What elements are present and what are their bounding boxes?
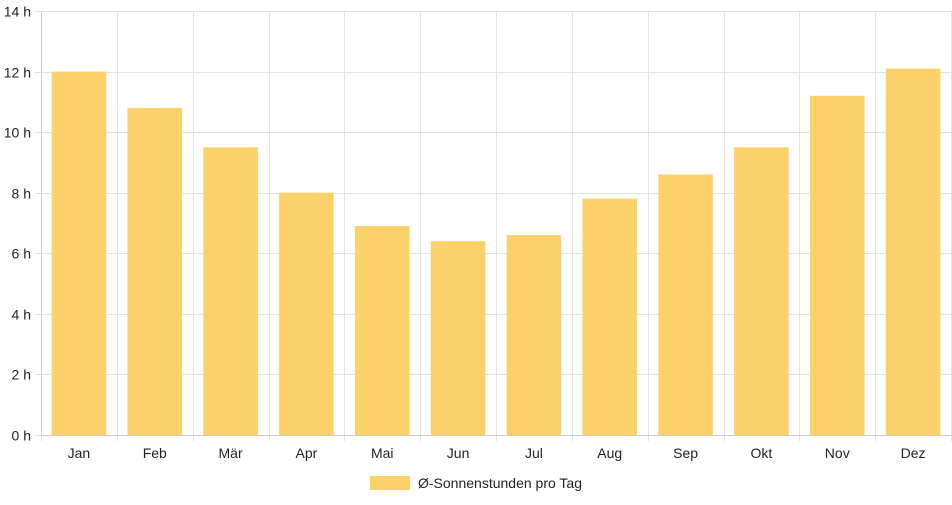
y-tick-label: 12 h bbox=[4, 65, 31, 81]
y-tick-label: 4 h bbox=[12, 307, 31, 323]
bar[interactable] bbox=[809, 95, 865, 436]
bar[interactable] bbox=[885, 68, 941, 436]
x-tick-label: Sep bbox=[673, 445, 698, 461]
x-tick-label: Jan bbox=[68, 445, 91, 461]
bar[interactable] bbox=[506, 235, 562, 435]
x-tick-label: Mär bbox=[219, 445, 243, 461]
bar[interactable] bbox=[658, 174, 713, 436]
x-tick-label: Mai bbox=[371, 445, 394, 461]
x-tick-label: Apr bbox=[296, 445, 318, 461]
bar[interactable] bbox=[203, 147, 258, 436]
bar[interactable] bbox=[127, 107, 183, 436]
bar[interactable] bbox=[430, 241, 486, 435]
legend[interactable]: Ø-Sonnenstunden pro Tag bbox=[0, 472, 952, 494]
y-tick-label: 0 h bbox=[12, 428, 31, 444]
x-tick-label: Jun bbox=[447, 445, 470, 461]
x-tick-label: Dez bbox=[901, 445, 926, 461]
x-tick-label: Jul bbox=[525, 445, 543, 461]
x-tick-label: Aug bbox=[597, 445, 622, 461]
bar[interactable] bbox=[734, 147, 789, 436]
y-tick-label: 6 h bbox=[12, 246, 31, 262]
bar[interactable] bbox=[51, 71, 107, 436]
legend-label: Ø-Sonnenstunden pro Tag bbox=[418, 475, 582, 491]
y-tick-label: 10 h bbox=[4, 125, 31, 141]
bar[interactable] bbox=[279, 192, 334, 435]
x-tick-label: Feb bbox=[143, 445, 167, 461]
legend-swatch bbox=[370, 476, 410, 490]
bar[interactable] bbox=[582, 198, 638, 435]
y-tick-label: 2 h bbox=[12, 367, 31, 383]
y-tick-label: 14 h bbox=[4, 4, 31, 20]
x-tick-label: Okt bbox=[751, 445, 773, 461]
bar[interactable] bbox=[354, 226, 410, 435]
y-tick-label: 8 h bbox=[12, 186, 31, 202]
x-tick-label: Nov bbox=[825, 445, 850, 461]
